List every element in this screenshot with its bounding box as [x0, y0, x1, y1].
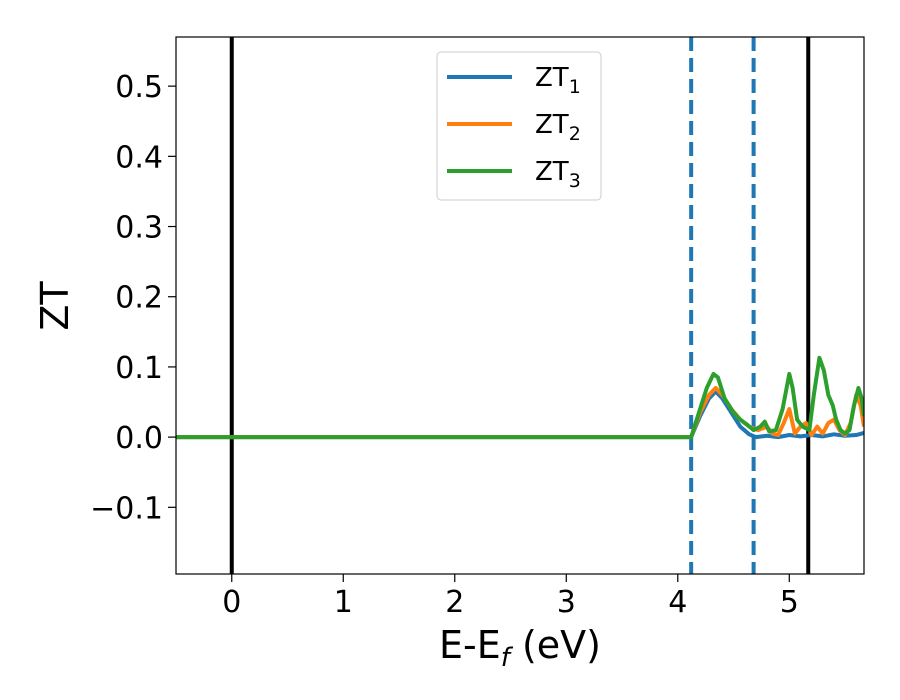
x-tick-label: 0	[222, 585, 241, 620]
series-line-zt3	[176, 355, 864, 440]
y-tick-label: 0.1	[115, 351, 163, 386]
legend-label-zt2: ZT2	[535, 110, 581, 145]
x-tick-label: 3	[557, 585, 576, 620]
x-tick-label: 2	[445, 585, 464, 620]
legend-box	[436, 51, 602, 201]
legend-label-zt1: ZT1	[535, 63, 581, 98]
x-axis-label: E-Ef (eV)	[439, 623, 601, 673]
y-tick-label: 0.4	[115, 140, 163, 175]
x-tick-label: 5	[780, 585, 799, 620]
legend: ZT1 ZT2 ZT3	[436, 51, 602, 201]
y-axis-label: ZT	[33, 281, 77, 331]
series-line-zt1	[176, 389, 864, 440]
y-tick-label: −0.1	[90, 491, 163, 526]
plot-area	[176, 37, 864, 574]
y-axis: −0.1 0.0 0.1 0.2 0.3 0.4 0.5	[90, 70, 176, 526]
x-tick-label: 1	[334, 585, 353, 620]
legend-label-zt3: ZT3	[535, 157, 581, 192]
x-tick-label: 4	[668, 585, 687, 620]
y-tick-label: 0.0	[115, 421, 163, 456]
plot-frame	[175, 36, 865, 575]
x-axis: 0 1 2 3 4 5	[222, 574, 799, 620]
series-line-zt2	[176, 385, 864, 440]
y-tick-label: 0.2	[115, 281, 163, 316]
y-tick-label: 0.3	[115, 211, 163, 246]
y-tick-label: 0.5	[115, 70, 163, 105]
